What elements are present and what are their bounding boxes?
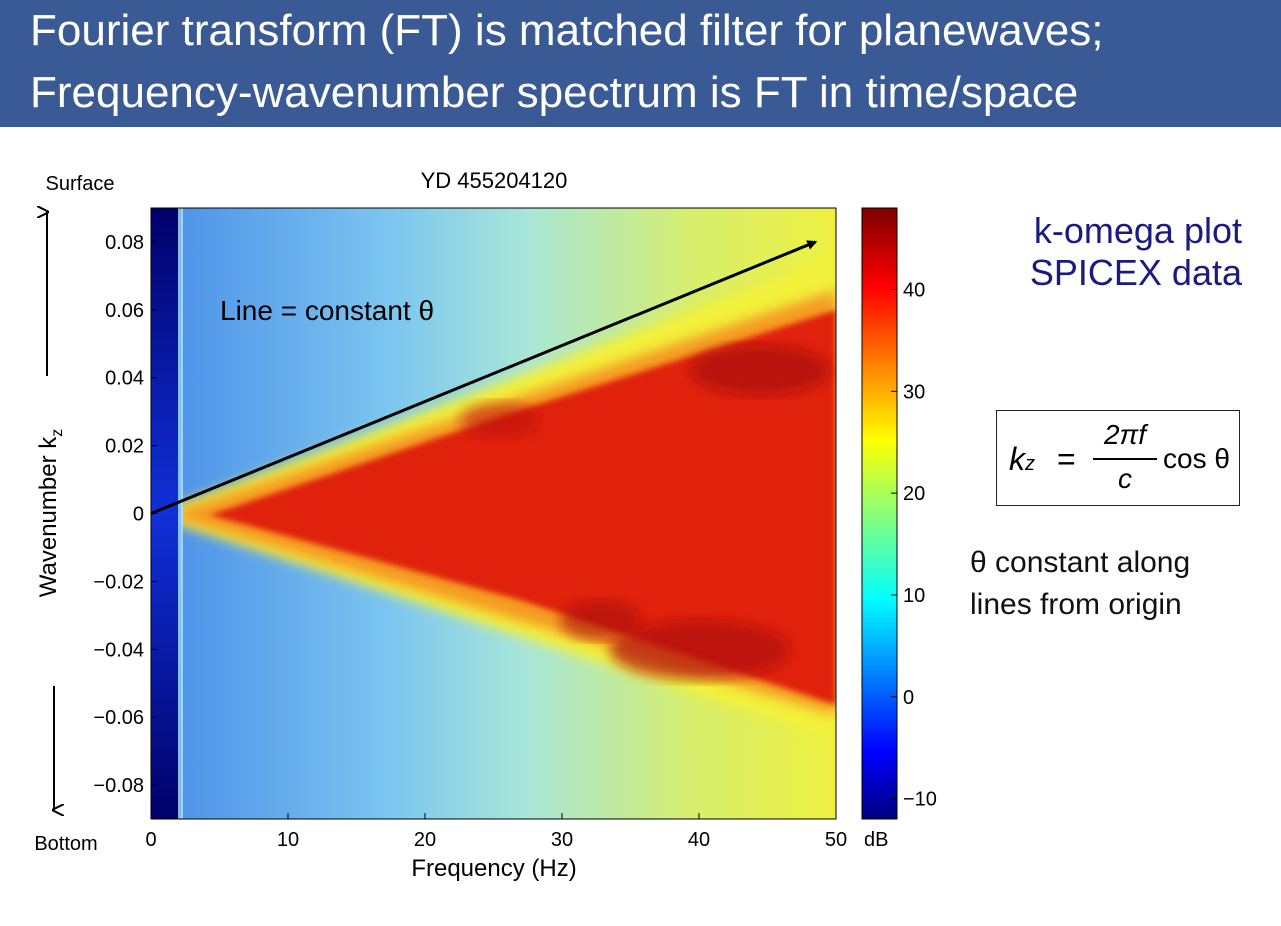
y-tick-label: 0 xyxy=(133,504,144,526)
y-tick-label: −0.06 xyxy=(93,707,144,729)
y-tick-label: 0.02 xyxy=(105,436,144,458)
x-axis: 0 10 20 30 40 50 xyxy=(145,813,847,851)
x-tick-label: 30 xyxy=(551,829,573,851)
colorbar-tick-label: 20 xyxy=(903,483,925,505)
colorbar-tick-label: −10 xyxy=(903,789,937,811)
slide-title-line-1: Fourier transform (FT) is matched filter… xyxy=(30,6,1104,55)
x-tick-label: 0 xyxy=(145,829,156,851)
arrow-annotation: Line = constant θ xyxy=(220,295,434,326)
y-tick-label: −0.02 xyxy=(93,571,144,593)
y-tick-label: −0.08 xyxy=(93,775,144,797)
y-axis: 0.08 0.06 0.04 0.02 0 −0.02 −0.04 −0.06 −0.08 xyxy=(93,232,157,797)
colorbar-tick-label: 40 xyxy=(903,279,925,301)
y-tick-label: −0.04 xyxy=(93,639,144,661)
theta-note-line-1: θ constant along xyxy=(970,546,1191,579)
colorbar-tick-label: 0 xyxy=(903,687,914,709)
y-tick-label: 0.04 xyxy=(105,368,144,390)
colorbar-tick-label: 10 xyxy=(903,585,925,607)
colorbar-unit: dB xyxy=(864,829,888,851)
bottom-label: Bottom xyxy=(34,833,97,855)
y-axis-label: Wavenumber kz xyxy=(35,429,66,598)
formula-equals: = xyxy=(1057,441,1076,477)
colorbar xyxy=(861,207,898,820)
x-tick-label: 20 xyxy=(414,829,436,851)
surface-label: Surface xyxy=(46,173,115,195)
slide-title-line-2: Frequency-wavenumber spectrum is FT in t… xyxy=(30,68,1079,117)
title-bar: Fourier transform (FT) is matched filter… xyxy=(0,0,1281,127)
x-tick-label: 50 xyxy=(825,829,847,851)
formula-box: kz = 2πf c cos θ xyxy=(996,410,1240,506)
y-tick-label: 0.08 xyxy=(105,232,144,254)
x-tick-label: 10 xyxy=(277,829,299,851)
formula-cos: cos θ xyxy=(1163,443,1230,474)
y-tick-label: 0.06 xyxy=(105,300,144,322)
heatmap-image xyxy=(151,208,836,819)
side-title-line-1: k-omega plot xyxy=(1033,210,1242,251)
side-title-line-2: SPICEX data xyxy=(1029,252,1242,293)
formula-k: kz xyxy=(1009,441,1035,477)
theta-note: θ constant along lines from origin xyxy=(970,542,1190,626)
colorbar-ticks: 40 30 20 10 0 −10 xyxy=(891,279,937,811)
formula-fraction-bar xyxy=(1093,458,1157,460)
formula-denominator: c xyxy=(1118,463,1132,494)
x-tick-label: 40 xyxy=(688,829,710,851)
chart-title: YD 455204120 xyxy=(421,168,568,193)
theta-note-line-2: lines from origin xyxy=(970,588,1182,621)
side-title: k-omega plot SPICEX data xyxy=(960,210,1242,294)
colorbar-tick-label: 30 xyxy=(903,381,925,403)
x-axis-label: Frequency (Hz) xyxy=(411,855,576,882)
formula-numerator: 2πf xyxy=(1103,419,1147,450)
constant-theta-arrow xyxy=(150,240,818,515)
